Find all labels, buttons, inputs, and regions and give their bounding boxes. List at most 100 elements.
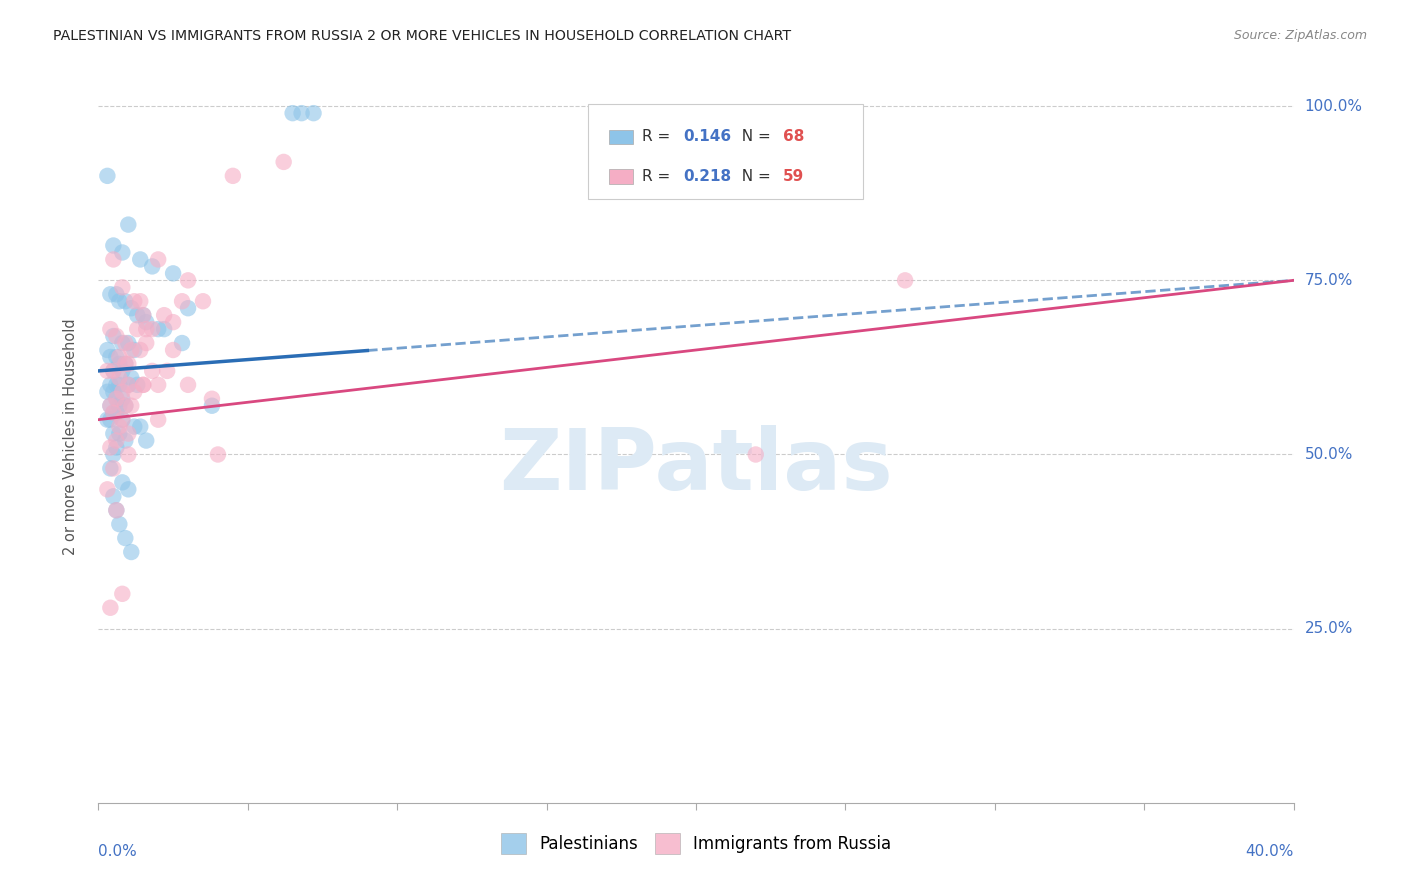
Point [103,384,125,399]
Point [135,336,157,351]
Text: 25.0%: 25.0% [1305,621,1353,636]
Point [117,218,139,232]
Point [114,399,136,413]
Legend: Palestinians, Immigrants from Russia: Palestinians, Immigrants from Russia [494,827,898,860]
Point [105,377,128,392]
Text: N =: N = [733,169,776,184]
Point [98,600,122,615]
Point [177,273,200,287]
Point [114,294,136,309]
Point [108,350,131,364]
Point [127,308,149,322]
Point [132,308,155,322]
Point [105,503,128,517]
Point [273,155,295,169]
Text: 50.0%: 50.0% [1305,447,1353,462]
Point [96,364,118,378]
Point [302,106,325,120]
Point [135,322,157,336]
Point [103,364,125,378]
Point [108,371,131,385]
Point [129,252,152,267]
Point [103,406,125,420]
Point [108,399,131,413]
Point [103,461,125,475]
Point [98,412,122,426]
Point [111,364,134,378]
Point [96,483,118,497]
Point [135,315,157,329]
Text: 0.146: 0.146 [683,129,731,145]
Text: 59: 59 [783,169,804,184]
Point [156,364,179,378]
Point [162,266,184,280]
Point [207,448,229,462]
Point [98,399,122,413]
Point [141,322,163,336]
Point [108,426,131,441]
Point [114,357,136,371]
Point [117,483,139,497]
Point [148,377,170,392]
Point [105,329,128,343]
Point [96,343,118,357]
Point [124,343,146,357]
Point [103,329,125,343]
Point [111,384,134,399]
Point [111,392,134,406]
Point [105,503,128,517]
Point [105,434,128,448]
Text: R =: R = [643,169,675,184]
Point [191,294,214,309]
Point [124,384,146,399]
Point [148,252,170,267]
Point [108,377,131,392]
Point [135,434,157,448]
Point [98,461,122,475]
Point [103,448,125,462]
Point [894,273,917,287]
Point [745,448,768,462]
Point [111,587,134,601]
Point [98,287,122,301]
Point [117,426,139,441]
Point [132,308,155,322]
Point [129,294,152,309]
Point [114,336,136,351]
Text: 0.0%: 0.0% [98,845,138,860]
Point [162,343,184,357]
Point [111,412,134,426]
Point [108,357,131,371]
Point [120,371,142,385]
Point [105,441,128,455]
Point [111,245,134,260]
Text: 75.0%: 75.0% [1305,273,1353,288]
Point [117,448,139,462]
Point [108,419,131,434]
Point [114,399,136,413]
Point [120,399,142,413]
Point [129,343,152,357]
Point [172,336,194,351]
Point [120,343,142,357]
Point [120,301,142,316]
Point [108,294,131,309]
Point [177,301,200,316]
Point [117,377,139,392]
Point [103,364,125,378]
Point [201,399,224,413]
Point [120,545,142,559]
Point [111,280,134,294]
Point [114,434,136,448]
FancyBboxPatch shape [609,169,633,184]
Point [132,377,155,392]
Point [111,412,134,426]
Point [222,169,245,183]
Text: PALESTINIAN VS IMMIGRANTS FROM RUSSIA 2 OR MORE VEHICLES IN HOUSEHOLD CORRELATIO: PALESTINIAN VS IMMIGRANTS FROM RUSSIA 2 … [53,29,792,43]
Point [291,106,314,120]
Text: 100.0%: 100.0% [1305,99,1362,113]
Text: 0.218: 0.218 [683,169,731,184]
Point [124,294,146,309]
Point [105,406,128,420]
Point [148,412,170,426]
